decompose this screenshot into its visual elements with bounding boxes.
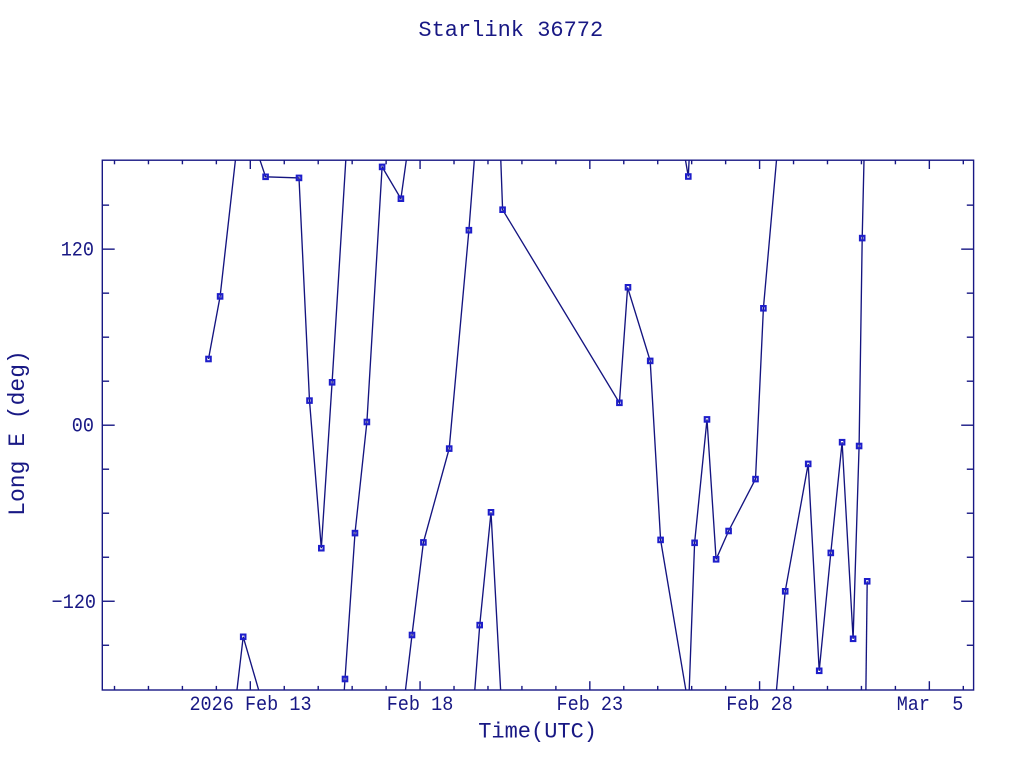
svg-text:00: 00 (72, 415, 94, 438)
svg-text:Feb 23: Feb 23 (557, 694, 624, 717)
svg-text:Feb 28: Feb 28 (726, 694, 793, 717)
svg-text:Mar 5: Mar 5 (897, 694, 964, 717)
svg-text:−120: −120 (52, 591, 96, 614)
svg-text:Feb 18: Feb 18 (387, 694, 454, 717)
svg-text:2026 Feb 13: 2026 Feb 13 (189, 694, 311, 717)
svg-text:120: 120 (61, 238, 94, 261)
svg-text:Starlink 36772: Starlink 36772 (418, 18, 603, 43)
svg-text:Time(UTC): Time(UTC) (478, 720, 597, 745)
svg-text:Long E (deg): Long E (deg) (5, 350, 31, 516)
